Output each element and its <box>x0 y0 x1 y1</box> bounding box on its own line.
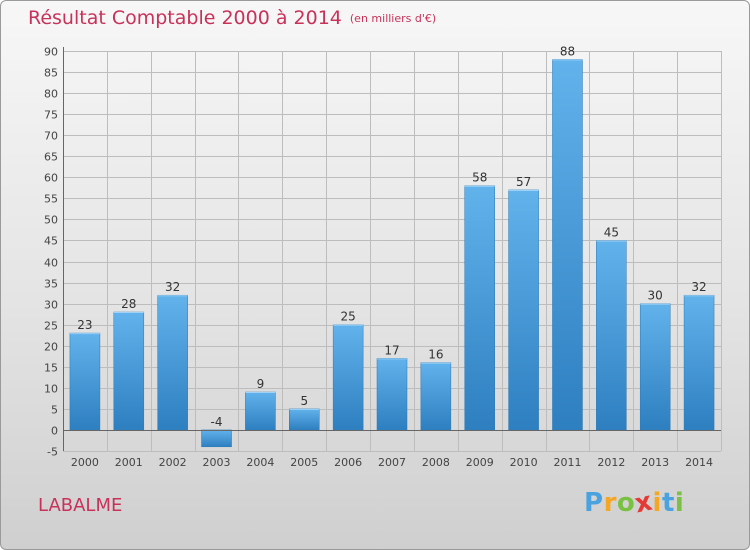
y-tick-label: 70 <box>44 130 58 143</box>
title-unit: (en milliers d'€) <box>349 12 437 25</box>
x-tick-label: 2014 <box>685 456 713 469</box>
bar-2013 <box>639 303 671 431</box>
y-tick-label: 35 <box>44 278 58 291</box>
y-tick-label: 0 <box>51 425 58 438</box>
proxiti-logo: Proxiti <box>584 487 685 520</box>
y-tick-label: 90 <box>44 46 58 59</box>
bar-2010 <box>508 189 539 431</box>
data-label: 58 <box>472 171 487 185</box>
x-tick-label: 2008 <box>422 456 450 469</box>
bar-2008 <box>420 362 452 431</box>
y-tick-label: 80 <box>44 88 58 101</box>
x-tick-label: 2007 <box>378 456 406 469</box>
y-tick-label: 10 <box>44 383 58 396</box>
bar-2003 <box>201 429 232 448</box>
bars <box>69 59 715 448</box>
chart-title: Résultat Comptable 2000 à 2014 (en millie… <box>28 7 436 29</box>
x-tick-label: 2004 <box>246 456 274 469</box>
x-tick-label: 2009 <box>466 456 494 469</box>
y-tick-label: 65 <box>44 151 58 164</box>
x-tick-label: 2005 <box>290 456 318 469</box>
x-tick-label: 2006 <box>334 456 362 469</box>
bar-2005 <box>289 408 320 431</box>
data-label: 28 <box>121 297 136 311</box>
logo-letter: o <box>616 488 636 518</box>
logo-letter: i <box>674 488 685 518</box>
y-tick-label: 40 <box>44 257 58 270</box>
y-tick-label: 45 <box>44 235 58 248</box>
logo-letter: r <box>603 488 617 518</box>
x-tick-label: 2000 <box>71 456 99 469</box>
data-label: 57 <box>516 175 531 189</box>
y-tick-label: 85 <box>44 67 58 80</box>
bar-2004 <box>245 391 276 431</box>
y-tick-label: 75 <box>44 109 58 122</box>
y-tick-label: -5 <box>47 446 58 459</box>
bar-2009 <box>464 185 495 431</box>
y-tick-label: 15 <box>44 362 58 375</box>
bar-2012 <box>596 240 627 431</box>
data-label: 16 <box>428 348 443 362</box>
logo-letter: i <box>652 488 662 518</box>
bar-2002 <box>157 294 188 431</box>
y-tick-label: 50 <box>44 214 58 227</box>
x-tick-label: 2002 <box>159 456 187 469</box>
bar-2011 <box>552 59 583 431</box>
x-tick-label: 2010 <box>510 456 538 469</box>
title-main: Résultat Comptable 2000 à 2014 <box>28 7 342 29</box>
bar-2014 <box>683 294 715 431</box>
commune-name: LABALME <box>38 495 123 516</box>
y-tick-label: 20 <box>44 341 58 354</box>
y-tick-label: 55 <box>44 193 58 206</box>
data-label: 32 <box>691 280 706 294</box>
bar-2006 <box>332 324 364 431</box>
y-tick-label: 30 <box>44 299 58 312</box>
data-label: -4 <box>211 415 223 429</box>
x-tick-label: 2012 <box>597 456 625 469</box>
data-label: 32 <box>165 280 180 294</box>
axes: -5 0 5 10 15 20 25 30 35 40 45 50 55 60 65 70 75 80 85 90 23… <box>44 44 721 469</box>
data-label: 25 <box>340 310 355 324</box>
bar-2007 <box>376 358 408 431</box>
data-label: 30 <box>648 289 663 303</box>
y-tick-label: 60 <box>44 172 58 185</box>
y-tick-label: 5 <box>51 404 58 417</box>
x-tick-label: 2013 <box>641 456 669 469</box>
data-label: 23 <box>77 318 92 332</box>
data-label: 88 <box>560 44 575 58</box>
data-label: 45 <box>604 225 619 239</box>
x-tick-label: 2003 <box>203 456 231 469</box>
y-tick-label: 25 <box>44 320 58 333</box>
x-tick-label: 2011 <box>553 456 581 469</box>
logo-letter: P <box>584 488 604 518</box>
logo-letter: t <box>661 488 675 518</box>
bar-2001 <box>113 311 145 431</box>
data-label: 5 <box>300 394 308 408</box>
bar-2000 <box>69 332 101 431</box>
data-label: 9 <box>257 377 265 391</box>
x-tick-label: 2001 <box>115 456 143 469</box>
data-label: 17 <box>384 343 399 357</box>
